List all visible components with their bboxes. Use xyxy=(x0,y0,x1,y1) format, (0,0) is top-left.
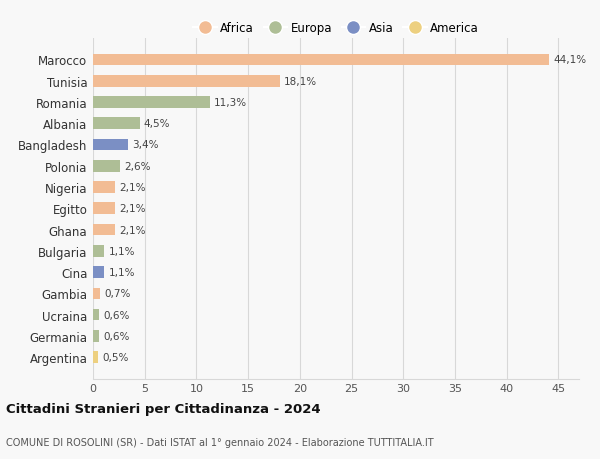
Text: 3,4%: 3,4% xyxy=(132,140,159,150)
Text: COMUNE DI ROSOLINI (SR) - Dati ISTAT al 1° gennaio 2024 - Elaborazione TUTTITALI: COMUNE DI ROSOLINI (SR) - Dati ISTAT al … xyxy=(6,437,434,448)
Bar xyxy=(93,182,115,193)
Text: 1,1%: 1,1% xyxy=(109,268,135,278)
Text: 1,1%: 1,1% xyxy=(109,246,135,256)
Bar xyxy=(93,288,100,300)
Bar xyxy=(93,352,98,363)
Text: 0,6%: 0,6% xyxy=(103,310,130,320)
Bar xyxy=(93,330,99,342)
Text: 11,3%: 11,3% xyxy=(214,98,247,108)
Bar xyxy=(93,267,104,278)
Text: 2,1%: 2,1% xyxy=(119,225,145,235)
Bar xyxy=(93,140,128,151)
Bar xyxy=(93,224,115,236)
Bar xyxy=(93,97,210,109)
Text: 18,1%: 18,1% xyxy=(284,77,317,86)
Text: 4,5%: 4,5% xyxy=(143,119,170,129)
Bar xyxy=(93,55,549,66)
Text: 2,1%: 2,1% xyxy=(119,204,145,214)
Bar xyxy=(93,118,140,130)
Text: 2,6%: 2,6% xyxy=(124,162,151,171)
Text: Cittadini Stranieri per Cittadinanza - 2024: Cittadini Stranieri per Cittadinanza - 2… xyxy=(6,403,320,415)
Text: 0,7%: 0,7% xyxy=(104,289,131,299)
Bar xyxy=(93,76,280,87)
Bar xyxy=(93,246,104,257)
Text: 0,6%: 0,6% xyxy=(103,331,130,341)
Text: 0,5%: 0,5% xyxy=(103,353,128,363)
Bar xyxy=(93,309,99,321)
Bar xyxy=(93,203,115,215)
Text: 2,1%: 2,1% xyxy=(119,183,145,193)
Bar xyxy=(93,161,120,172)
Legend: Africa, Europa, Asia, America: Africa, Europa, Asia, America xyxy=(188,18,484,40)
Text: 44,1%: 44,1% xyxy=(553,55,586,65)
